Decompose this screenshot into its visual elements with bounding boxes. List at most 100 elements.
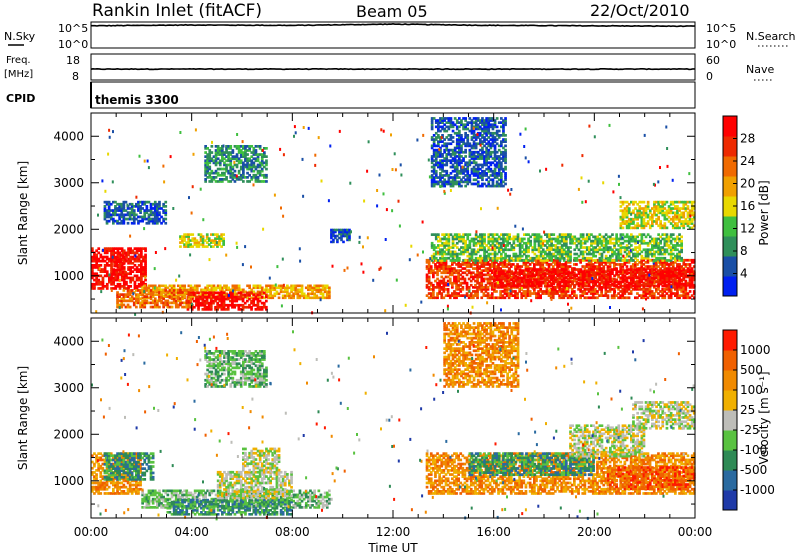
heatmap-cell — [271, 296, 275, 300]
nsky-label: N.Sky — [4, 30, 36, 43]
heatmap-cell — [122, 276, 126, 280]
heatmap-cell — [501, 281, 505, 285]
heatmap-cell — [290, 296, 293, 300]
heatmap-cell — [328, 296, 331, 300]
heatmap-cell — [135, 289, 138, 292]
heatmap-cell — [143, 303, 147, 307]
heatmap-cell — [438, 265, 441, 268]
heatmap-cell — [137, 295, 140, 298]
heatmap-cell — [594, 288, 597, 291]
heatmap-cell — [112, 247, 115, 250]
heatmap-cell — [216, 301, 219, 305]
heatmap-cell — [642, 200, 646, 204]
heatmap-cell — [197, 295, 200, 299]
heatmap-cell — [95, 266, 98, 269]
heatmap-cell — [425, 261, 429, 264]
heatmap-cell — [623, 290, 627, 293]
heatmap-cell — [499, 294, 502, 297]
heatmap-cell — [436, 296, 439, 300]
heatmap-cell — [493, 258, 496, 262]
heatmap-cell — [121, 266, 125, 270]
heatmap-cell — [469, 265, 473, 268]
heatmap-cell — [126, 291, 130, 294]
heatmap-cell — [101, 255, 105, 259]
heatmap-cell — [569, 250, 572, 254]
heatmap-cell — [124, 271, 127, 274]
heatmap-cell — [201, 291, 205, 295]
heatmap-cell — [309, 296, 312, 300]
power-panel — [90, 112, 696, 316]
heatmap-cell — [589, 288, 593, 291]
heatmap-cell — [101, 282, 105, 286]
heatmap-cell — [128, 297, 132, 301]
heatmap-cell — [541, 292, 545, 295]
heatmap-cell — [602, 267, 606, 270]
heatmap-cell — [478, 281, 481, 285]
heatmap-cell — [105, 272, 109, 276]
heatmap-cell — [328, 292, 331, 296]
heatmap-cell — [495, 281, 498, 285]
heatmap-cell — [262, 303, 266, 307]
heatmap-cell — [617, 286, 620, 289]
heatmap-cell — [108, 257, 111, 261]
heatmap-cell — [432, 261, 435, 264]
heatmap-cell — [218, 293, 222, 297]
heatmap-cell — [537, 292, 540, 295]
heatmap-cell — [130, 295, 134, 298]
heatmap-cell — [220, 308, 224, 311]
heatmap-cell — [267, 294, 270, 298]
heatmap-cell — [203, 291, 207, 295]
heatmap-cell — [187, 305, 191, 309]
heatmap-cell — [526, 294, 530, 297]
heatmap-cell — [432, 283, 435, 287]
heatmap-cell — [469, 294, 473, 297]
heatmap-cell — [168, 301, 172, 305]
heatmap-cell — [446, 290, 450, 293]
heatmap-cell — [631, 288, 635, 291]
heatmap-cell — [116, 285, 120, 288]
heatmap-cell — [124, 251, 127, 255]
heatmap-cell — [244, 290, 247, 294]
heatmap-cell — [101, 259, 105, 263]
heatmap-cell — [455, 294, 458, 297]
heatmap-cell — [181, 297, 184, 301]
heatmap-cell — [591, 292, 595, 295]
heatmap-cell — [488, 267, 492, 270]
heatmap-cell — [436, 265, 439, 268]
heatmap-cell — [95, 255, 98, 259]
heatmap-cell — [172, 297, 176, 301]
heatmap-cell — [220, 297, 224, 301]
heatmap-cell — [589, 258, 593, 262]
heatmap-cell — [174, 288, 178, 292]
heatmap-cell — [133, 287, 137, 290]
heatmap-cell — [617, 292, 620, 295]
cpid-frame — [90, 81, 696, 109]
heatmap-cell — [185, 299, 189, 303]
heatmap-cell — [579, 288, 582, 291]
heatmap-cell — [137, 293, 140, 296]
heatmap-cell — [640, 258, 643, 262]
heatmap-cell — [315, 288, 319, 292]
heatmap-cell — [118, 282, 122, 286]
heatmap-cell — [185, 291, 189, 294]
heatmap-cell — [145, 293, 149, 296]
heatmap-cell — [265, 288, 268, 292]
heatmap-cell — [503, 263, 507, 266]
heatmap-cell — [248, 284, 251, 288]
heatmap-cell — [224, 303, 228, 307]
heatmap-cell — [547, 263, 551, 266]
heatmap-cell — [131, 278, 135, 282]
heatmap-cell — [166, 291, 170, 294]
heatmap-cell — [139, 301, 142, 305]
heatmap-cell — [273, 286, 277, 290]
heatmap-cell — [442, 288, 446, 291]
heatmap-cell — [93, 264, 96, 267]
heatmap-cell — [480, 275, 484, 279]
heatmap-cell — [103, 247, 107, 250]
heatmap-cell — [231, 291, 234, 295]
heatmap-cell — [455, 275, 458, 279]
heatmap-cell — [144, 257, 147, 261]
heatmap-cell — [568, 296, 572, 300]
heatmap-cell — [121, 271, 125, 274]
heatmap-cell — [490, 275, 494, 279]
